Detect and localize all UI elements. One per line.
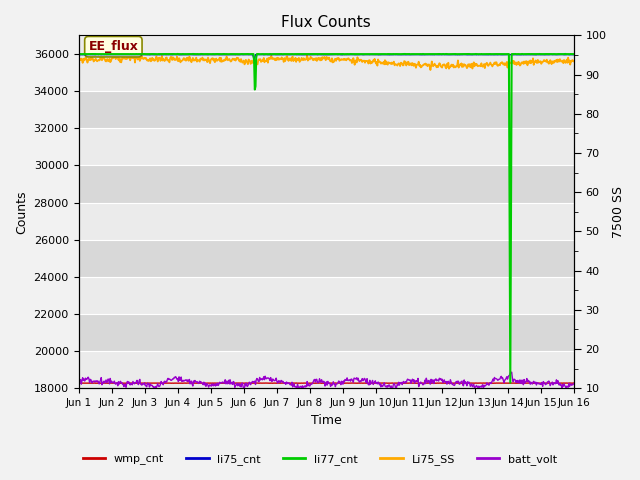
wmp_cnt (339, 381, 347, 386)
li77_cnt (506, 380, 514, 385)
li77_cnt (570, 51, 577, 57)
li77_cnt (387, 51, 394, 57)
wmp_cnt (134, 380, 142, 386)
li77_cnt (186, 51, 193, 57)
Line: li75_cnt: li75_cnt (79, 55, 573, 60)
wmp_cnt (211, 380, 219, 386)
li75_cnt (250, 57, 258, 62)
batt_volt (84, 375, 92, 381)
Bar (79, 203, 573, 240)
Li75_SS (570, 59, 577, 64)
li75_cnt (84, 52, 92, 58)
batt_volt (386, 384, 394, 389)
li75_cnt (211, 52, 219, 58)
li75_cnt (387, 52, 394, 58)
Bar (79, 91, 573, 128)
li75_cnt (564, 52, 572, 58)
Li75_SS (134, 56, 142, 61)
batt_volt (392, 388, 400, 394)
Line: batt_volt: batt_volt (79, 372, 573, 391)
li77_cnt (75, 51, 83, 57)
Bar (79, 166, 573, 203)
li75_cnt (134, 52, 142, 58)
batt_volt (75, 375, 83, 381)
Bar (79, 128, 573, 166)
Text: EE_flux: EE_flux (88, 40, 138, 53)
li75_cnt (570, 52, 577, 58)
Li75_SS (427, 67, 435, 73)
wmp_cnt (75, 380, 83, 386)
Li75_SS (401, 59, 409, 64)
wmp_cnt (402, 380, 410, 386)
batt_volt (185, 377, 193, 383)
li77_cnt (401, 51, 409, 57)
wmp_cnt (185, 380, 193, 386)
batt_volt (134, 382, 142, 387)
Bar (79, 314, 573, 351)
Li75_SS (84, 60, 92, 65)
li77_cnt (134, 51, 142, 57)
batt_volt (570, 381, 577, 386)
X-axis label: Time: Time (310, 414, 342, 427)
Bar (79, 54, 573, 91)
batt_volt (508, 369, 515, 375)
li77_cnt (212, 51, 220, 57)
Line: li77_cnt: li77_cnt (79, 54, 573, 383)
Legend: wmp_cnt, li75_cnt, li77_cnt, Li75_SS, batt_volt: wmp_cnt, li75_cnt, li77_cnt, Li75_SS, ba… (78, 450, 562, 469)
Title: Flux Counts: Flux Counts (281, 15, 371, 30)
batt_volt (211, 382, 219, 388)
Bar (79, 277, 573, 314)
Bar (79, 240, 573, 277)
wmp_cnt (570, 380, 577, 386)
Li75_SS (387, 60, 394, 66)
Li75_SS (211, 60, 219, 65)
Y-axis label: Counts: Counts (15, 190, 28, 234)
wmp_cnt (387, 380, 395, 386)
li77_cnt (174, 51, 182, 57)
wmp_cnt (292, 380, 300, 386)
Li75_SS (185, 58, 193, 64)
li77_cnt (84, 51, 92, 57)
Line: Li75_SS: Li75_SS (79, 55, 573, 70)
wmp_cnt (84, 380, 92, 386)
Li75_SS (303, 52, 311, 58)
li75_cnt (401, 52, 409, 58)
Bar (79, 351, 573, 388)
Y-axis label: 7500 SS: 7500 SS (612, 186, 625, 238)
li75_cnt (75, 52, 83, 58)
li75_cnt (185, 52, 193, 58)
Li75_SS (75, 56, 83, 61)
batt_volt (401, 380, 409, 386)
